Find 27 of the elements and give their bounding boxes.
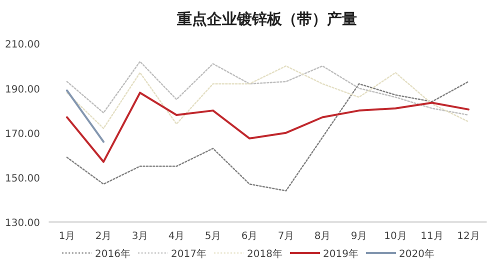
x-tick-label: 7月: [278, 231, 294, 242]
legend-label: 2016年: [95, 248, 130, 260]
y-tick-label: 210.00: [5, 40, 40, 51]
x-tick-label: 9月: [350, 231, 368, 242]
legend-label: 2017年: [171, 248, 206, 260]
x-tick-label: 3月: [132, 231, 148, 242]
x-tick-label: 2月: [95, 231, 112, 242]
y-tick-label: 170.00: [5, 128, 40, 140]
x-tick-label: 6月: [241, 231, 258, 242]
line-series: [66, 60, 470, 116]
y-tick-label: 150.00: [5, 173, 40, 184]
x-tick-label: 5月: [204, 231, 222, 242]
x-tick-label: 12月: [457, 231, 480, 242]
x-tick-label: 8月: [314, 231, 331, 242]
chart-title: 重点企业镀锌板（带）产量: [176, 10, 357, 28]
legend-label: 2019年: [323, 248, 358, 260]
y-tick-label: 190.00: [5, 84, 40, 96]
y-tick-label: 130.00: [5, 218, 40, 229]
x-tick-label: 11月: [420, 231, 444, 242]
x-tick-label: 4月: [168, 231, 185, 242]
x-tick-label: 10月: [384, 231, 407, 242]
legend-label: 2020年: [399, 248, 434, 260]
legend-label: 2018年: [247, 248, 282, 260]
line-series: [66, 92, 470, 163]
line-series: [66, 80, 470, 192]
x-tick-label: 1月: [58, 231, 76, 242]
line-series: [66, 65, 470, 130]
